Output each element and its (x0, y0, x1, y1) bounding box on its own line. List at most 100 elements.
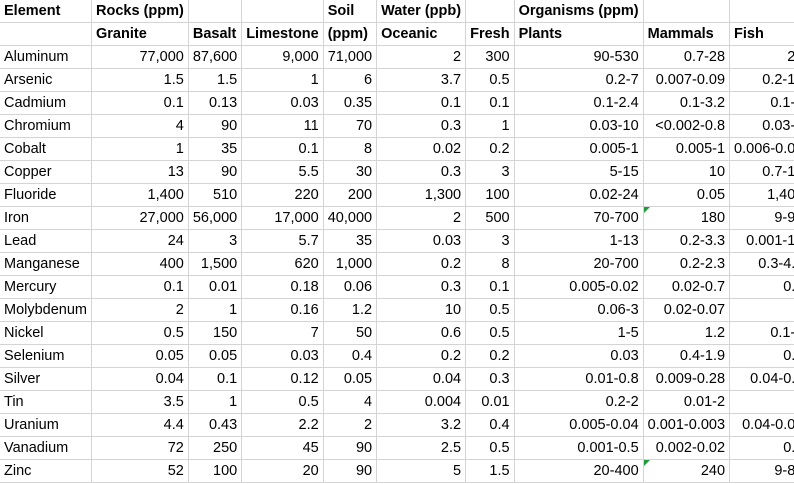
cell-basalt[interactable]: 0.13 (188, 91, 243, 115)
cell-oceanic[interactable]: 0.03 (376, 229, 467, 253)
cell-element[interactable]: Aluminum (0, 45, 93, 69)
header-cell-fresh[interactable] (465, 0, 515, 23)
cell-limestone[interactable]: 0.16 (241, 298, 324, 322)
cell-plants[interactable]: 0.001-0.5 (514, 436, 644, 460)
cell-fish[interactable]: 0.3-4.6 (729, 252, 794, 276)
cell-basalt[interactable]: 87,600 (188, 45, 243, 69)
cell-fresh[interactable]: 0.1 (465, 275, 515, 299)
cell-mammals[interactable]: 0.05 (643, 183, 731, 207)
cell-mammals[interactable]: 0.009-0.28 (643, 367, 731, 391)
cell-fish[interactable]: 0.03-2 (729, 114, 794, 138)
cell-basalt[interactable]: 35 (188, 137, 243, 161)
cell-basalt[interactable]: 510 (188, 183, 243, 207)
cell-soil[interactable]: 40,000 (323, 206, 378, 230)
cell-oceanic[interactable]: 0.6 (376, 321, 467, 345)
cell-fish[interactable]: 0 (729, 390, 794, 414)
cell-fresh[interactable]: 1.5 (465, 459, 515, 483)
cell-plants[interactable]: 20-400 (514, 459, 644, 483)
cell-plants[interactable]: 0.005-0.02 (514, 275, 644, 299)
cell-soil[interactable]: 200 (323, 183, 378, 207)
cell-soil[interactable]: 1.2 (323, 298, 378, 322)
cell-soil[interactable]: 6 (323, 68, 378, 92)
cell-limestone[interactable]: 0.18 (241, 275, 324, 299)
cell-granite[interactable]: 3.5 (91, 390, 189, 414)
cell-fresh[interactable]: 0.3 (465, 367, 515, 391)
cell-limestone[interactable]: 5.5 (241, 160, 324, 184)
cell-granite[interactable]: 52 (91, 459, 189, 483)
cell-basalt[interactable]: 100 (188, 459, 243, 483)
header-cell-oceanic[interactable]: Water (ppb) (376, 0, 467, 23)
cell-soil[interactable]: 35 (323, 229, 378, 253)
cell-fish[interactable]: 0.4 (729, 275, 794, 299)
cell-plants[interactable]: 0.005-0.04 (514, 413, 644, 437)
cell-oceanic[interactable]: 2 (376, 45, 467, 69)
cell-soil[interactable]: 8 (323, 137, 378, 161)
cell-element[interactable]: Copper (0, 160, 93, 184)
cell-plants[interactable]: 0.03 (514, 344, 644, 368)
cell-plants[interactable]: 0.06-3 (514, 298, 644, 322)
cell-granite[interactable]: 1 (91, 137, 189, 161)
cell-oceanic[interactable]: 0.3 (376, 160, 467, 184)
header-cell-basalt[interactable]: Basalt (188, 22, 243, 46)
cell-granite[interactable]: 0.5 (91, 321, 189, 345)
cell-oceanic[interactable]: 0.004 (376, 390, 467, 414)
cell-fresh[interactable]: 3 (465, 229, 515, 253)
header-cell-soil[interactable]: Soil (323, 0, 378, 23)
cell-limestone[interactable]: 45 (241, 436, 324, 460)
header-cell-fish[interactable] (729, 0, 794, 23)
header-cell-mammals[interactable] (643, 0, 731, 23)
cell-granite[interactable]: 24 (91, 229, 189, 253)
cell-basalt[interactable]: 1.5 (188, 68, 243, 92)
cell-fish[interactable]: 0.1-4 (729, 321, 794, 345)
header-cell-fresh[interactable]: Fresh (465, 22, 515, 46)
cell-fish[interactable]: 0.3 (729, 436, 794, 460)
cell-soil[interactable]: 2 (323, 413, 378, 437)
cell-granite[interactable]: 1,400 (91, 183, 189, 207)
cell-basalt[interactable]: 0.05 (188, 344, 243, 368)
cell-mammals[interactable]: 0.02-0.7 (643, 275, 731, 299)
cell-mammals[interactable]: 0.7-28 (643, 45, 731, 69)
cell-mammals[interactable]: 0.002-0.02 (643, 436, 731, 460)
cell-fish[interactable]: 0.7-15 (729, 160, 794, 184)
cell-fish[interactable]: 1 (729, 298, 794, 322)
cell-oceanic[interactable]: 0.1 (376, 91, 467, 115)
cell-mammals[interactable]: 0.007-0.09 (643, 68, 731, 92)
header-cell-limestone[interactable]: Limestone (241, 22, 324, 46)
header-cell-oceanic[interactable]: Oceanic (376, 22, 467, 46)
cell-plants[interactable]: 0.1-2.4 (514, 91, 644, 115)
cell-limestone[interactable]: 0.5 (241, 390, 324, 414)
cell-plants[interactable]: 0.01-0.8 (514, 367, 644, 391)
cell-basalt[interactable]: 56,000 (188, 206, 243, 230)
cell-element[interactable]: Molybdenum (0, 298, 93, 322)
cell-oceanic[interactable]: 0.2 (376, 252, 467, 276)
cell-limestone[interactable]: 11 (241, 114, 324, 138)
cell-oceanic[interactable]: 0.2 (376, 344, 467, 368)
cell-granite[interactable]: 0.05 (91, 344, 189, 368)
cell-limestone[interactable]: 17,000 (241, 206, 324, 230)
cell-plants[interactable]: 0.2-7 (514, 68, 644, 92)
cell-element[interactable]: Tin (0, 390, 93, 414)
cell-element[interactable]: Iron (0, 206, 93, 230)
cell-fresh[interactable]: 100 (465, 183, 515, 207)
cell-element[interactable]: Vanadium (0, 436, 93, 460)
cell-fish[interactable]: 20 (729, 45, 794, 69)
cell-granite[interactable]: 72 (91, 436, 189, 460)
cell-basalt[interactable]: 3 (188, 229, 243, 253)
cell-granite[interactable]: 77,000 (91, 45, 189, 69)
cell-fresh[interactable]: 300 (465, 45, 515, 69)
cell-fish[interactable]: 0.04-0.1 (729, 367, 794, 391)
cell-fresh[interactable]: 8 (465, 252, 515, 276)
cell-oceanic[interactable]: 5 (376, 459, 467, 483)
cell-plants[interactable]: 90-530 (514, 45, 644, 69)
cell-granite[interactable]: 0.1 (91, 91, 189, 115)
cell-fresh[interactable]: 0.5 (465, 68, 515, 92)
cell-limestone[interactable]: 220 (241, 183, 324, 207)
cell-fresh[interactable]: 0.1 (465, 91, 515, 115)
cell-element[interactable]: Arsenic (0, 68, 93, 92)
cell-element[interactable]: Selenium (0, 344, 93, 368)
cell-mammals[interactable]: 0.02-0.07 (643, 298, 731, 322)
cell-mammals[interactable]: 10 (643, 160, 731, 184)
cell-soil[interactable]: 0.05 (323, 367, 378, 391)
cell-oceanic[interactable]: 0.02 (376, 137, 467, 161)
cell-fish[interactable]: 0.04-0.08 (729, 413, 794, 437)
